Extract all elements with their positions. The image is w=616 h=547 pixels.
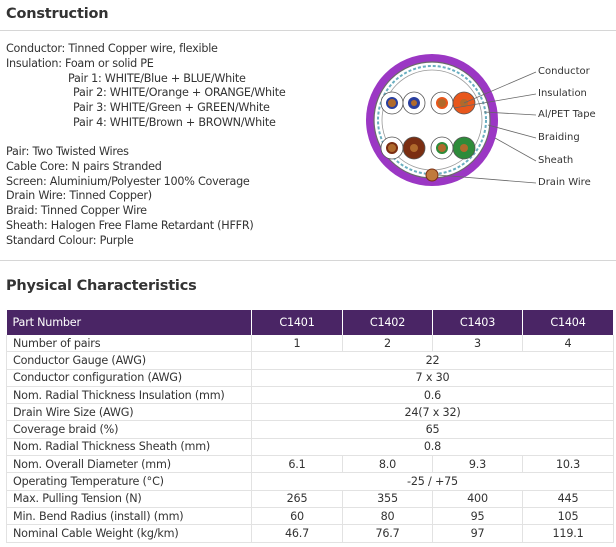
row-value: 265 <box>251 490 343 508</box>
row-label: Nominal Cable Weight (kg/km) <box>6 524 252 543</box>
row-label: Drain Wire Size (AWG) <box>6 403 252 422</box>
header-c1404: C1404 <box>522 310 614 335</box>
row-label: Nom. Overall Diameter (mm) <box>6 455 252 474</box>
cable-cross-section-diagram <box>366 54 537 186</box>
spec-braid: Braid: Tinned Copper Wire <box>6 204 147 218</box>
table-row: Nominal Cable Weight (kg/km) 46.7 76.7 97 11… <box>6 524 614 543</box>
pair-brown <box>380 136 426 160</box>
spec-insulation: Insulation: Foam or solid PE <box>6 56 154 70</box>
row-value: 9.3 <box>432 455 523 474</box>
construction-heading: Construction <box>6 6 109 22</box>
table-row: Coverage braid (%) 65 <box>6 420 614 439</box>
header-c1401: C1401 <box>251 310 343 335</box>
table-row: Conductor configuration (AWG) 7 x 30 <box>6 369 614 387</box>
row-label: Coverage braid (%) <box>6 420 252 439</box>
drain-wire <box>425 168 439 182</box>
callout-braiding: Braiding <box>538 132 580 143</box>
row-shared-value: 22 <box>251 351 614 370</box>
construction-divider <box>0 30 616 31</box>
header-part-number: Part Number <box>6 310 252 335</box>
table-row: Conductor Gauge (AWG) 22 <box>6 351 614 370</box>
table-row: Nom. Radial Thickness Sheath (mm) 0.8 <box>6 438 614 457</box>
callout-al-pet-tape: Al/PET Tape <box>538 109 596 120</box>
row-value: 400 <box>432 490 523 508</box>
spec-pair-2: Pair 2: WHITE/Orange + ORANGE/White <box>73 86 286 100</box>
row-value: 4 <box>522 335 614 353</box>
spec-sheath: Sheath: Halogen Free Flame Retardant (HF… <box>6 218 254 232</box>
row-label: Conductor Gauge (AWG) <box>6 351 252 370</box>
table-row: Number of pairs 1 2 3 4 <box>6 335 614 353</box>
row-value: 105 <box>522 507 614 526</box>
row-value: 1 <box>251 335 343 353</box>
physical-characteristics-table: Part Number C1401 C1402 C1403 C1404 Numb… <box>6 310 614 543</box>
spec-cable-core: Cable Core: N pairs Stranded <box>6 159 162 173</box>
row-value: 355 <box>342 490 433 508</box>
pair-blue <box>380 91 426 115</box>
row-label: Nom. Radial Thickness Insulation (mm) <box>6 386 252 405</box>
section-divider <box>0 260 616 261</box>
physical-characteristics-heading: Physical Characteristics <box>6 278 197 294</box>
callout-conductor: Conductor <box>538 66 590 77</box>
table-row: Max. Pulling Tension (N) 265 355 400 445 <box>6 490 614 508</box>
table-header-row: Part Number C1401 C1402 C1403 C1404 <box>6 310 614 335</box>
callout-drain-wire: Drain Wire <box>538 177 591 188</box>
row-value: 445 <box>522 490 614 508</box>
row-label: Conductor configuration (AWG) <box>6 369 252 387</box>
spec-standard-colour: Standard Colour: Purple <box>6 233 134 247</box>
row-value: 3 <box>432 335 523 353</box>
row-value: 46.7 <box>251 524 343 543</box>
callout-insulation: Insulation <box>538 88 587 99</box>
row-label: Number of pairs <box>6 335 252 353</box>
table-row: Nom. Radial Thickness Insulation (mm) 0.6 <box>6 386 614 405</box>
callout-sheath: Sheath <box>538 155 574 166</box>
row-value: 76.7 <box>342 524 433 543</box>
table-row: Operating Temperature (°C) -25 / +75 <box>6 472 614 491</box>
row-shared-value: 7 x 30 <box>251 369 614 387</box>
row-label: Max. Pulling Tension (N) <box>6 490 252 508</box>
row-label: Nom. Radial Thickness Sheath (mm) <box>6 438 252 457</box>
spec-drain-wire: Drain Wire: Tinned Copper) <box>6 189 152 203</box>
row-shared-value: -25 / +75 <box>251 472 614 491</box>
row-value: 119.1 <box>522 524 614 543</box>
callout-leader-lines <box>437 71 537 184</box>
spec-screen: Screen: Aluminium/Polyester 100% Coverag… <box>6 174 250 188</box>
row-shared-value: 65 <box>251 420 614 439</box>
header-c1403: C1403 <box>432 310 523 335</box>
pair-green <box>430 136 476 160</box>
row-value: 97 <box>432 524 523 543</box>
spec-conductor: Conductor: Tinned Copper wire, flexible <box>6 42 218 55</box>
row-value: 2 <box>342 335 433 353</box>
row-value: 95 <box>432 507 523 526</box>
table-row: Nom. Overall Diameter (mm) 6.1 8.0 9.3 10.3 <box>6 455 614 474</box>
spec-pair-4: Pair 4: WHITE/Brown + BROWN/White <box>73 115 276 129</box>
row-value: 8.0 <box>342 455 433 474</box>
row-shared-value: 24(7 x 32) <box>251 403 614 422</box>
construction-spec-list-2: Pair: Two Twisted Wires Cable Core: N pa… <box>6 145 254 249</box>
row-shared-value: 0.6 <box>251 386 614 405</box>
table-row: Drain Wire Size (AWG) 24(7 x 32) <box>6 403 614 422</box>
pair-orange <box>430 91 476 115</box>
row-value: 80 <box>342 507 433 526</box>
row-label: Operating Temperature (°C) <box>6 472 252 491</box>
spec-pair: Pair: Two Twisted Wires <box>6 145 129 158</box>
table-row: Min. Bend Radius (install) (mm) 60 80 95 105 <box>6 507 614 526</box>
row-value: 10.3 <box>522 455 614 474</box>
spec-pair-3: Pair 3: WHITE/Green + GREEN/White <box>73 101 270 115</box>
construction-spec-list: Conductor: Tinned Copper wire, flexible … <box>6 42 286 131</box>
header-c1402: C1402 <box>342 310 433 335</box>
row-label: Min. Bend Radius (install) (mm) <box>6 507 252 526</box>
spec-pair-1: Pair 1: WHITE/Blue + BLUE/White <box>68 71 246 85</box>
row-shared-value: 0.8 <box>251 438 614 457</box>
row-value: 6.1 <box>251 455 343 474</box>
row-value: 60 <box>251 507 343 526</box>
